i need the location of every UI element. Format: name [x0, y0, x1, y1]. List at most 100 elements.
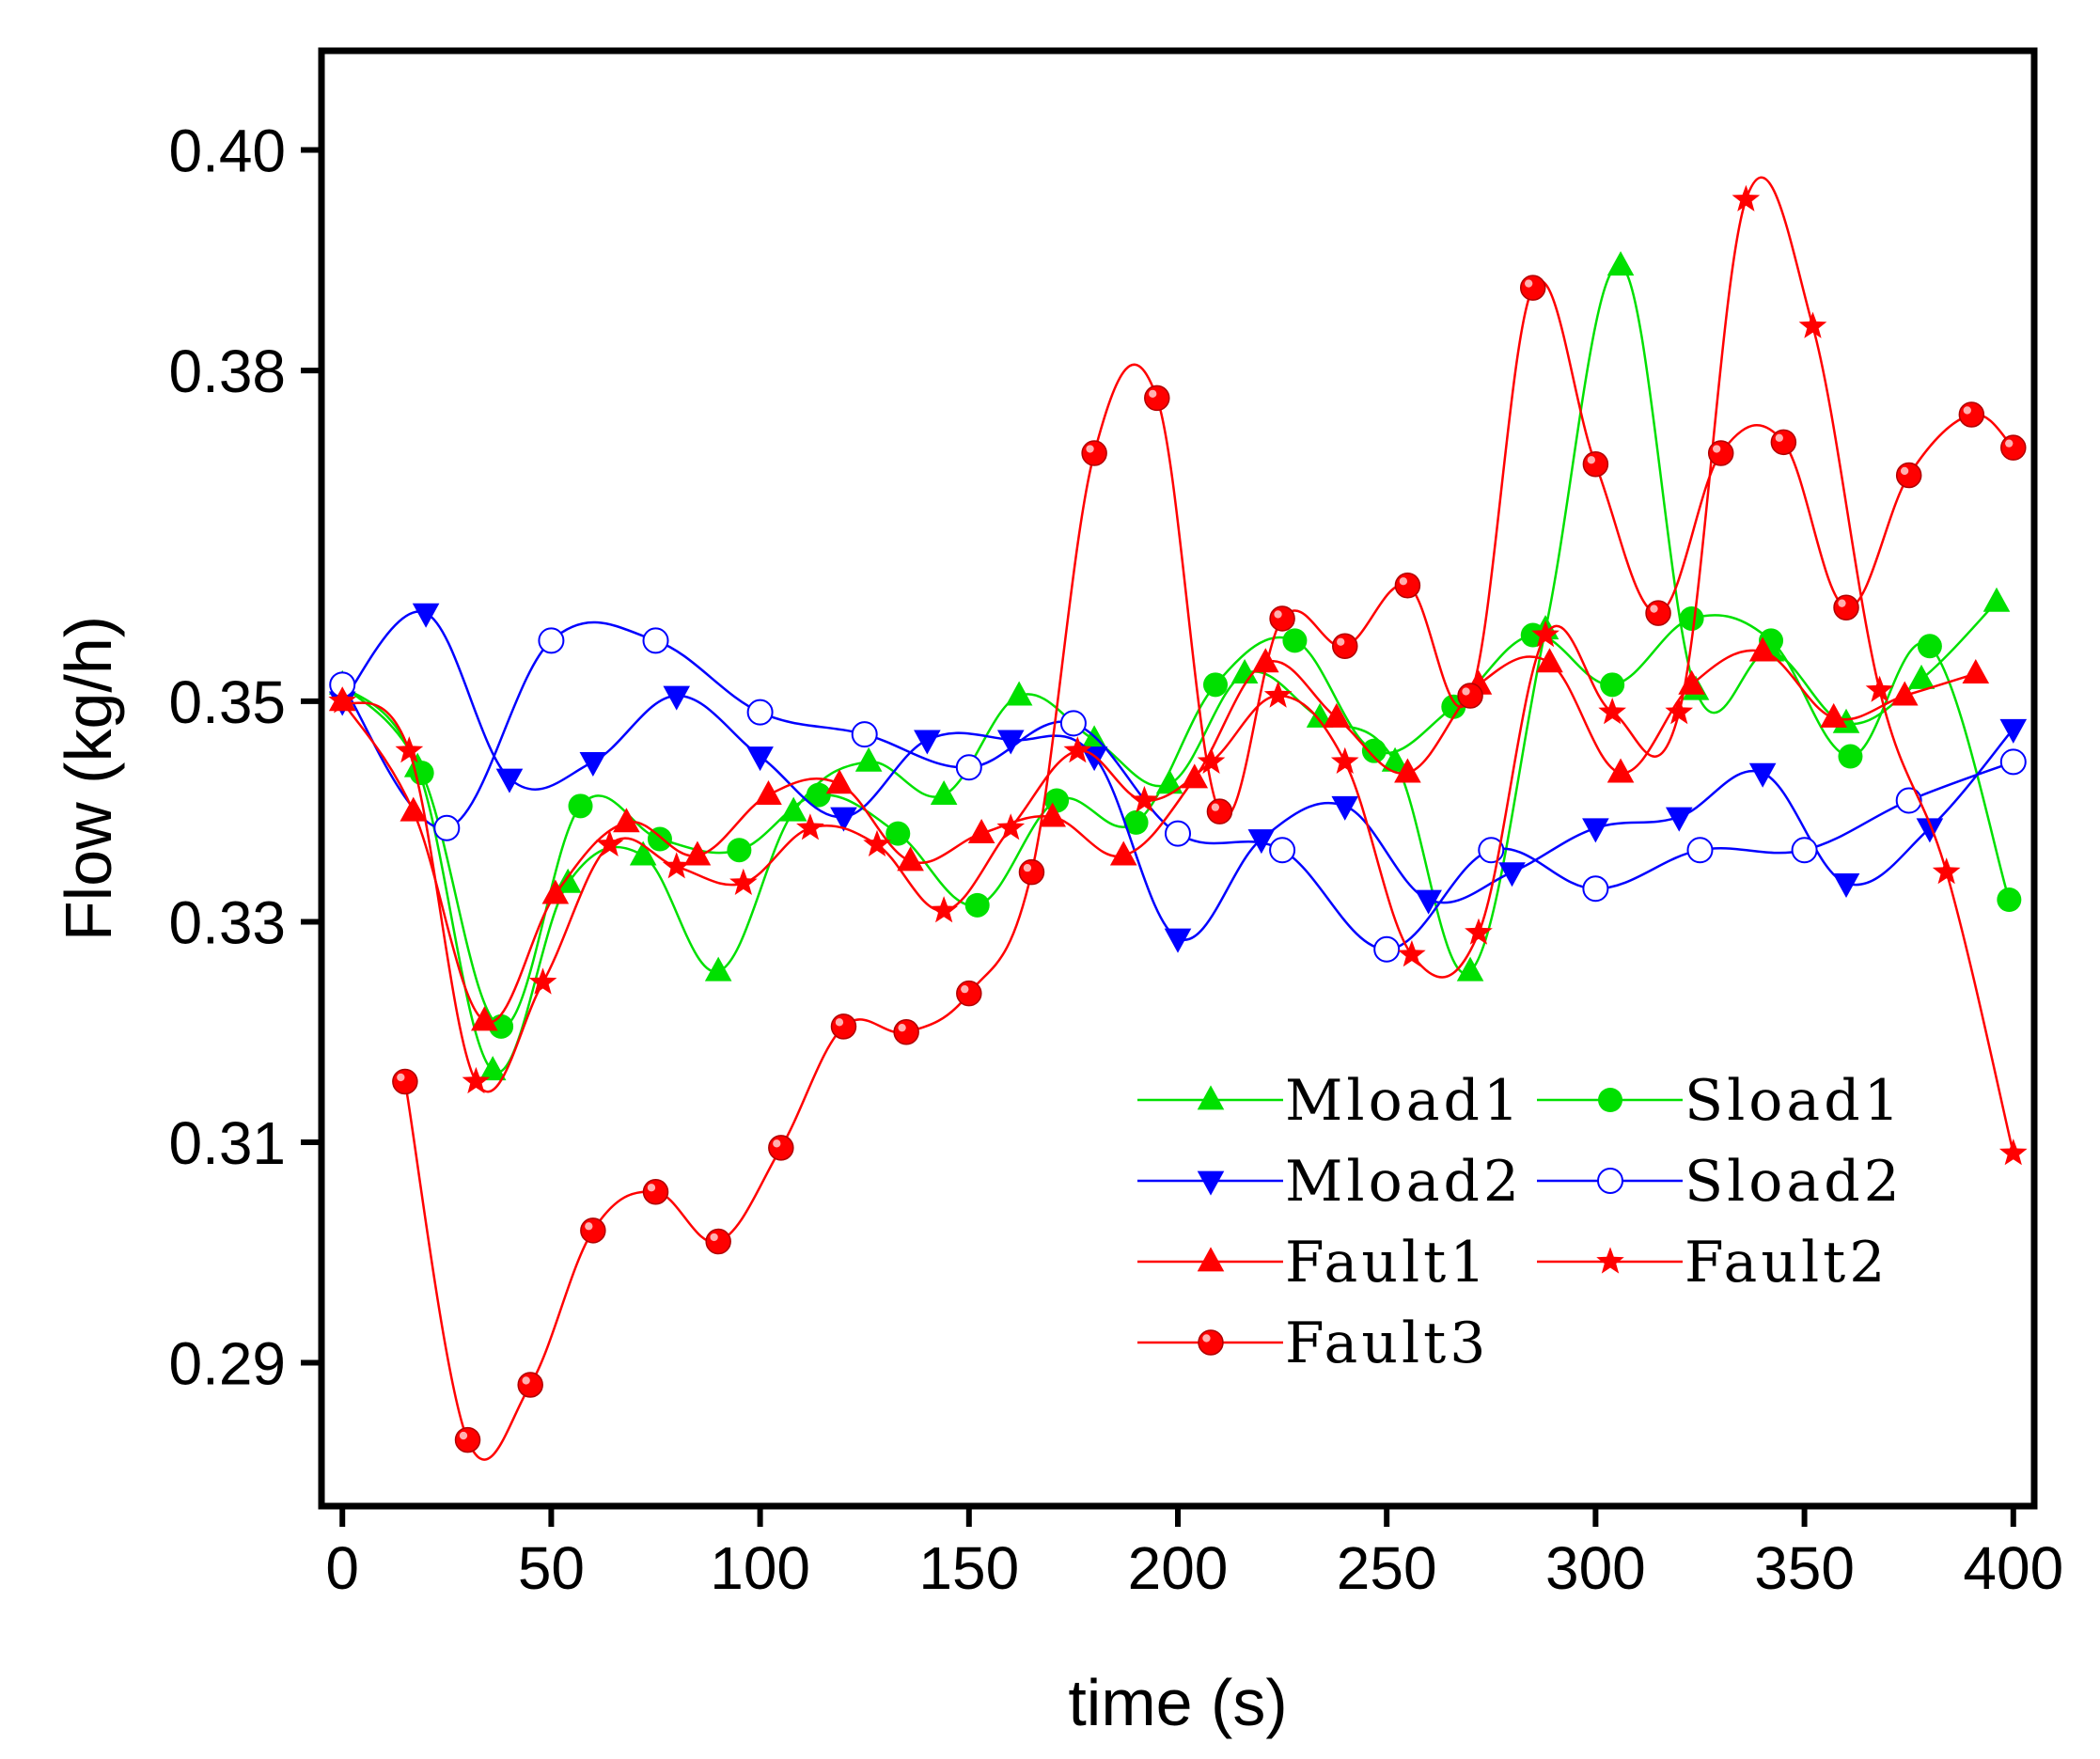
fault3-point-10 [1018, 858, 1045, 886]
x-tick-label-50: 50 [518, 1534, 585, 1602]
y-tick-label-0.4: 0.40 [168, 118, 286, 185]
mload2-point-6 [830, 807, 857, 832]
sload1-point-20 [1917, 634, 1942, 659]
sload2-point-7 [1059, 710, 1087, 737]
legend-label-mload2: Mload2 [1285, 1149, 1523, 1215]
fault2-point-1 [395, 736, 424, 763]
fault3-point-13 [1206, 798, 1233, 825]
x-tick-label-350: 350 [1754, 1534, 1855, 1602]
mload1-point-15 [1456, 956, 1484, 982]
fault3-point-4-highlight [647, 1184, 656, 1192]
fault2-point-12 [1130, 785, 1159, 813]
fault2-point-23 [1865, 675, 1894, 702]
fault2-point-22 [1798, 311, 1827, 338]
sload1-point-6 [806, 782, 831, 808]
sload2-point-10 [1373, 935, 1401, 963]
fault2-point-6 [729, 868, 758, 895]
fault3-point-0 [392, 1068, 418, 1095]
fault3-point-1-highlight [459, 1431, 468, 1440]
sload1-point-1 [409, 761, 434, 786]
fault1-point-2 [471, 1006, 498, 1031]
fault3-point-26 [2000, 434, 2027, 461]
legend-label-fault2: Fault2 [1685, 1230, 1888, 1296]
fault1-point-17 [1536, 648, 1563, 673]
fault3-point-6 [768, 1135, 794, 1161]
mload2-point-12 [1331, 795, 1359, 821]
fault3-point-21-highlight [1712, 445, 1721, 453]
fault3-point-11 [1081, 440, 1107, 466]
fault3-point-15 [1332, 633, 1358, 660]
mload2-point-5 [746, 746, 774, 772]
fault3-point-5 [705, 1228, 731, 1255]
fault1-point-23 [1962, 658, 1990, 683]
sload2-point-5 [851, 721, 878, 748]
legend-item-fault2: Fault2 [1537, 1230, 1888, 1296]
fault3-point-17 [1457, 683, 1483, 709]
fault1-point-9 [967, 819, 995, 844]
series-mload2 [328, 603, 2028, 953]
fault2-point-7 [796, 813, 824, 840]
sload2-point-15 [1895, 787, 1922, 814]
fault3-point-8-highlight [898, 1024, 906, 1032]
y-tick-label-0.31: 0.31 [168, 1109, 286, 1177]
mload1-point-8 [930, 779, 958, 805]
sload2-point-8 [1165, 820, 1191, 847]
y-tick-label-0.38: 0.38 [168, 338, 286, 405]
fault2-point-9 [930, 896, 958, 923]
mload2-point-1 [412, 603, 440, 628]
fault3-point-7 [830, 1013, 857, 1040]
fault2-point-20 [1665, 698, 1694, 725]
sload2-point-3 [642, 627, 669, 654]
fault3-point-14-highlight [1274, 610, 1282, 619]
sload1-point-3 [568, 793, 593, 819]
fault2-point-19 [1598, 698, 1626, 725]
sload1-point-21 [1997, 887, 2022, 912]
fault3-point-21 [1707, 440, 1734, 466]
mload1-point-12 [1230, 658, 1259, 683]
legend-label-sload2: Sload2 [1685, 1149, 1904, 1215]
fault3-point-11-highlight [1086, 445, 1094, 453]
fault1-point-21 [1820, 702, 1847, 728]
mload1-point-14 [1381, 746, 1409, 772]
fault3-point-12-highlight [1149, 389, 1157, 399]
fault2-point-14 [1263, 681, 1293, 708]
fault2-point-17 [1465, 918, 1493, 945]
legend-item-fault3: Fault3 [1137, 1311, 1485, 1376]
legend: Mload1 Sload1 Mload2 Sload2 Fault1 Fault2 Faul… [1137, 1068, 1904, 1376]
mload1-point-6 [779, 796, 807, 822]
fault2-point-18 [1531, 620, 1559, 648]
fault2-point-4 [595, 829, 624, 856]
x-tick-label-250: 250 [1337, 1534, 1437, 1602]
fault3-point-15-highlight [1337, 637, 1345, 646]
fault2-point-3 [528, 967, 557, 995]
fault3-point-25-highlight [1963, 406, 1971, 415]
fault3-point-26-highlight [2005, 439, 2014, 448]
y-tick-label-0.33: 0.33 [168, 888, 286, 956]
fault2-point-8 [863, 829, 891, 856]
fault3-point-0-highlight [397, 1073, 405, 1082]
legend-label-fault1: Fault1 [1285, 1230, 1489, 1296]
fault1-point-1 [400, 796, 428, 822]
fault1-point-10 [1039, 802, 1066, 827]
mload1-point-22 [1982, 587, 2011, 612]
fault3-point-10-highlight [1023, 863, 1032, 872]
series-fault3 [392, 275, 2027, 1461]
fault3-point-19-highlight [1587, 456, 1596, 464]
mload1-point-9 [1005, 681, 1033, 706]
fault3-point-18 [1519, 275, 1546, 301]
y-tick-label-0.29: 0.29 [168, 1330, 286, 1398]
legend-marker-fault3-highlight [1202, 1334, 1211, 1343]
fault3-point-8 [893, 1018, 919, 1045]
sload1-point-12 [1282, 628, 1308, 653]
fault3-point-9-highlight [961, 984, 969, 994]
x-axis-title: time (s) [1068, 1666, 1287, 1739]
sload1-point-9 [1044, 788, 1070, 813]
fault3-point-20-highlight [1650, 605, 1658, 613]
mload2-point-2 [495, 768, 524, 793]
sload2-point-13 [1686, 837, 1714, 864]
fault3-point-13-highlight [1211, 803, 1220, 811]
legend-item-sload2: Sload2 [1537, 1149, 1904, 1215]
x-tick-label-300: 300 [1545, 1534, 1646, 1602]
